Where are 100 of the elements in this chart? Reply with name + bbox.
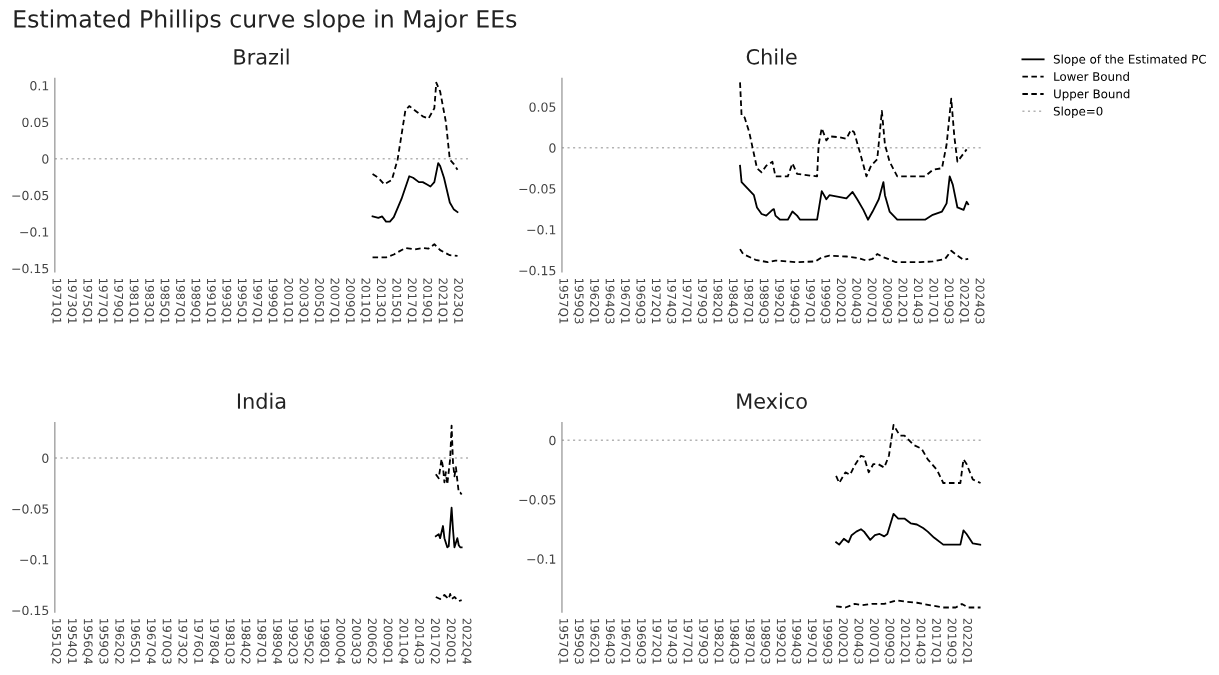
y-tick-label: −0.1 [20, 554, 49, 565]
chart-title: Mexico [737, 392, 807, 409]
y-tick-label: 0.1 [30, 81, 49, 91]
chart-title: Brazil [234, 48, 289, 65]
x-tick-label: 2013Q1 [375, 278, 386, 324]
x-tick-label: 1998Q1 [319, 619, 330, 664]
x-tick-label: 2021Q1 [437, 278, 448, 324]
x-tick-label: 2022Q1 [958, 278, 970, 324]
x-tick-label: 1976Q1 [192, 619, 204, 664]
x-tick-label: 1967Q1 [619, 278, 630, 324]
x-tick-label: 1954Q1 [66, 619, 77, 664]
line-series [434, 593, 463, 602]
x-tick-label: 1951Q2 [50, 619, 62, 664]
chart-title: India [237, 392, 286, 409]
x-tick-label: 1993Q1 [221, 278, 232, 324]
x-tick-label: 2009Q3 [881, 278, 892, 324]
line-series [835, 424, 982, 484]
x-tick-label: 1973Q2 [177, 619, 188, 664]
x-tick-label: 1962Q1 [589, 619, 600, 664]
x-tick-label: 1957Q1 [557, 278, 569, 324]
x-tick-label: 2003Q1 [298, 278, 309, 324]
x-tick-label: 1978Q4 [208, 619, 219, 664]
x-tick-label: 1987Q1 [742, 278, 754, 324]
x-tick-label: 2017Q1 [930, 618, 942, 664]
x-tick-label: 1979Q3 [696, 278, 707, 324]
x-tick-label: 1992Q1 [773, 278, 785, 324]
x-tick-label: 1975Q1 [81, 278, 93, 324]
y-tick-label: 0 [549, 143, 556, 153]
x-tick-label: 2012Q1 [899, 618, 910, 664]
x-tick-label: 1959Q3 [98, 619, 109, 664]
x-tick-label: 1997Q1 [806, 619, 817, 664]
x-tick-label: 1994Q3 [789, 278, 800, 324]
y-tick-label: 0 [42, 453, 49, 463]
x-tick-label: 1982Q1 [713, 619, 724, 664]
x-tick-label: 1977Q1 [681, 278, 692, 324]
x-tick-label: 1967Q4 [145, 619, 156, 664]
x-tick-label: 2003Q3 [350, 618, 361, 664]
x-tick-label: 1984Q2 [240, 619, 251, 664]
x-tick-label: 1969Q3 [635, 278, 646, 324]
x-tick-label: 1987Q1 [744, 619, 755, 664]
x-tick-label: 2007Q1 [868, 618, 879, 664]
x-tick-label: 1991Q1 [205, 278, 216, 324]
y-tick-label: −0.15 [12, 263, 49, 274]
x-tick-label: 2007Q1 [329, 278, 340, 324]
x-tick-label: 1989Q1 [190, 278, 201, 324]
x-tick-label: 1982Q1 [712, 278, 723, 324]
x-tick-label: 2009Q3 [884, 618, 895, 664]
y-tick-label: −0.05 [519, 495, 556, 505]
x-tick-label: 1989Q3 [759, 619, 771, 664]
x-tick-label: 2020Q1 [445, 618, 456, 664]
x-tick-label: 1977Q1 [682, 619, 693, 664]
y-tick-label: 0 [42, 154, 49, 164]
x-tick-label: 1983Q1 [143, 278, 155, 324]
x-tick-label: 2007Q1 [866, 278, 877, 324]
x-tick-label: 1987Q1 [174, 278, 185, 324]
x-tick-label: 2015Q1 [390, 278, 402, 324]
x-tick-label: 1992Q3 [287, 619, 298, 664]
x-tick-label: 1999Q3 [821, 619, 833, 664]
line-series [739, 164, 970, 221]
x-tick-label: 1987Q1 [255, 619, 267, 664]
y-tick-label: −0.1 [527, 224, 556, 235]
x-tick-label: 1965Q1 [129, 619, 141, 664]
line-series [739, 248, 970, 264]
y-tick-label: −0.1 [527, 554, 556, 564]
x-tick-label: 1992Q1 [775, 619, 786, 664]
x-tick-label: 2009Q1 [344, 278, 355, 324]
x-tick-label: 1962Q2 [113, 619, 125, 664]
x-tick-label: 2001Q1 [282, 278, 294, 324]
x-tick-label: 2017Q2 [429, 618, 440, 664]
y-tick-label: 0.05 [529, 102, 556, 112]
x-tick-label: 1957Q1 [557, 619, 569, 664]
line-series [835, 599, 982, 609]
x-tick-label: 1967Q1 [620, 619, 631, 664]
x-tick-label: 2014Q3 [413, 618, 425, 664]
x-tick-label: 2022Q1 [961, 618, 973, 664]
y-tick-label: 0 [549, 435, 556, 446]
x-tick-label: 1972Q1 [650, 278, 661, 324]
x-tick-label: 1984Q3 [728, 619, 740, 664]
y-tick-label: −0.15 [519, 265, 556, 276]
y-tick-label: −0.05 [519, 184, 556, 194]
x-tick-label: 1959Q3 [573, 619, 584, 664]
y-tick-label: 0.05 [22, 117, 49, 128]
x-tick-label: 1974Q3 [665, 278, 677, 324]
x-tick-label: 2000Q4 [334, 618, 346, 664]
x-tick-label: 1977Q1 [97, 278, 108, 324]
x-tick-label: 1971Q1 [51, 278, 62, 324]
x-tick-label: 1969Q3 [635, 619, 646, 664]
line-series [434, 424, 463, 496]
x-tick-label: 1959Q3 [573, 278, 584, 324]
x-tick-label: 1979Q1 [112, 278, 124, 324]
x-tick-label: 2024Q3 [974, 278, 985, 324]
x-tick-label: 2017Q1 [406, 278, 417, 324]
line-series [371, 81, 459, 186]
y-tick-label: −0.05 [12, 504, 49, 514]
legend-label: Lower Bound [1054, 71, 1129, 81]
x-tick-label: 1979Q3 [697, 619, 709, 664]
x-tick-label: 1972Q1 [651, 619, 662, 664]
x-tick-label: 2006Q2 [366, 618, 377, 664]
x-tick-label: 2014Q3 [912, 278, 923, 324]
chart-title: Chile [746, 48, 797, 65]
